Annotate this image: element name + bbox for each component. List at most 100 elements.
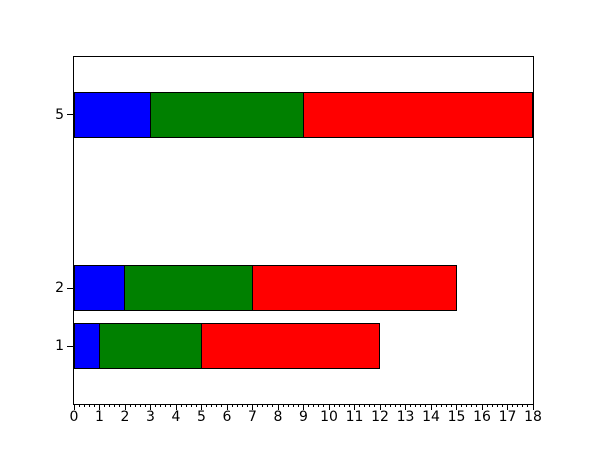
- x-tick-label: 2: [120, 409, 130, 425]
- y-tick-label: 1: [55, 338, 64, 355]
- y-tick: [67, 114, 73, 116]
- x-tick-label: 12: [371, 409, 389, 425]
- x-minor-tick: [231, 404, 233, 407]
- x-tick-label: 18: [524, 409, 542, 425]
- x-major-tick: [430, 404, 432, 410]
- x-major-tick: [379, 404, 381, 410]
- x-minor-tick: [287, 404, 289, 407]
- x-minor-tick: [435, 404, 437, 407]
- x-minor-tick: [461, 404, 463, 407]
- x-major-tick: [124, 404, 126, 410]
- x-minor-tick: [313, 404, 315, 407]
- x-minor-tick: [364, 404, 366, 407]
- bar-5-blue-segment: [74, 91, 151, 138]
- x-minor-tick: [134, 404, 136, 407]
- x-minor-tick: [527, 404, 529, 407]
- x-minor-tick: [450, 404, 452, 407]
- x-minor-tick: [476, 404, 478, 407]
- x-minor-tick: [399, 404, 401, 407]
- x-minor-tick: [262, 404, 264, 407]
- plot-area: [73, 56, 534, 405]
- x-major-tick: [507, 404, 508, 410]
- x-minor-tick: [206, 404, 208, 407]
- x-minor-tick: [348, 404, 350, 407]
- x-minor-tick: [445, 404, 447, 407]
- x-minor-tick: [318, 404, 320, 407]
- x-minor-tick: [241, 404, 243, 407]
- x-minor-tick: [522, 404, 524, 407]
- x-minor-tick: [272, 404, 274, 407]
- x-tick-label: 17: [498, 409, 517, 425]
- x-major-tick: [405, 404, 406, 410]
- bar-2-blue-segment: [74, 265, 125, 312]
- x-minor-tick: [144, 404, 146, 407]
- x-minor-tick: [129, 404, 131, 407]
- bar-1-green-segment: [98, 323, 202, 370]
- x-minor-tick: [410, 404, 412, 407]
- x-major-tick: [252, 404, 253, 410]
- x-minor-tick: [246, 404, 248, 407]
- x-major-tick: [226, 404, 228, 410]
- y-tick-label: 2: [55, 280, 64, 297]
- x-minor-tick: [501, 404, 503, 407]
- y-tick: [67, 345, 73, 347]
- x-minor-tick: [282, 404, 284, 407]
- x-tick-label: 9: [299, 409, 308, 425]
- x-major-tick: [456, 404, 457, 410]
- x-minor-tick: [389, 404, 391, 407]
- x-minor-tick: [297, 404, 299, 407]
- x-minor-tick: [420, 404, 422, 407]
- y-tick-label: 5: [55, 106, 64, 123]
- x-minor-tick: [466, 404, 468, 407]
- x-minor-tick: [170, 404, 172, 407]
- bars-layer: [74, 57, 533, 404]
- x-tick-label: 11: [345, 409, 364, 425]
- x-tick-label: 8: [273, 409, 283, 425]
- x-minor-tick: [185, 404, 187, 407]
- x-minor-tick: [369, 404, 371, 407]
- x-major-tick: [481, 404, 483, 410]
- x-minor-tick: [292, 404, 294, 407]
- x-minor-tick: [440, 404, 442, 407]
- x-minor-tick: [160, 404, 162, 407]
- x-minor-tick: [374, 404, 376, 407]
- x-minor-tick: [486, 404, 488, 407]
- x-minor-tick: [88, 404, 90, 407]
- x-minor-tick: [257, 404, 259, 407]
- x-tick-label: 0: [69, 409, 79, 425]
- x-minor-tick: [155, 404, 157, 407]
- x-minor-tick: [512, 404, 514, 407]
- x-major-tick: [303, 404, 304, 410]
- x-major-tick: [354, 404, 355, 410]
- bar-2-red-segment: [251, 265, 457, 312]
- x-minor-tick: [323, 404, 325, 407]
- bar-1-blue-segment: [74, 323, 100, 370]
- x-minor-tick: [267, 404, 269, 407]
- x-minor-tick: [93, 404, 95, 407]
- x-minor-tick: [343, 404, 345, 407]
- x-tick-label: 5: [197, 409, 206, 425]
- x-major-tick: [150, 404, 151, 410]
- x-major-tick: [99, 404, 100, 410]
- x-minor-tick: [221, 404, 223, 407]
- x-major-tick: [328, 404, 330, 410]
- bar-1-red-segment: [200, 323, 380, 370]
- x-minor-tick: [104, 404, 106, 407]
- x-minor-tick: [359, 404, 361, 407]
- x-major-tick: [532, 404, 534, 410]
- x-minor-tick: [216, 404, 218, 407]
- y-tick: [67, 287, 73, 289]
- x-minor-tick: [236, 404, 238, 407]
- x-minor-tick: [83, 404, 85, 407]
- x-tick-label: 4: [171, 409, 181, 425]
- x-minor-tick: [425, 404, 427, 407]
- x-minor-tick: [211, 404, 213, 407]
- x-minor-tick: [165, 404, 167, 407]
- x-tick-label: 1: [95, 409, 104, 425]
- x-minor-tick: [517, 404, 519, 407]
- x-major-tick: [277, 404, 279, 410]
- x-minor-tick: [415, 404, 417, 407]
- x-tick-label: 16: [473, 409, 491, 425]
- x-minor-tick: [496, 404, 498, 407]
